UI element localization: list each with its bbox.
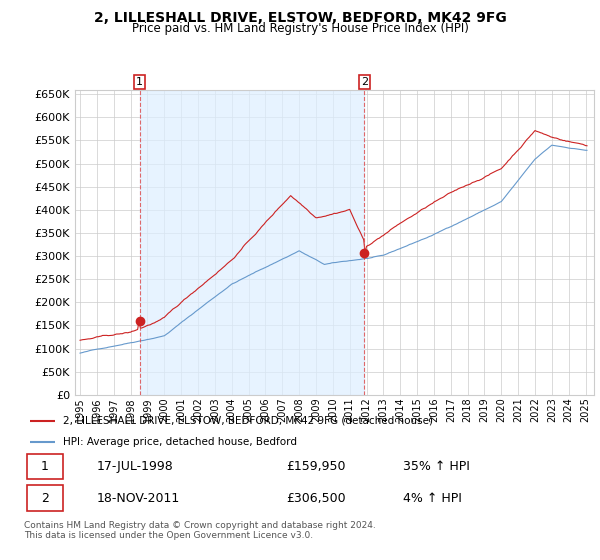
Text: 1: 1 [136, 77, 143, 87]
FancyBboxPatch shape [27, 454, 63, 479]
Text: 2: 2 [41, 492, 49, 505]
Text: 4% ↑ HPI: 4% ↑ HPI [403, 492, 463, 505]
Text: 35% ↑ HPI: 35% ↑ HPI [403, 460, 470, 473]
FancyBboxPatch shape [27, 486, 63, 511]
Text: £159,950: £159,950 [286, 460, 346, 473]
Text: 1: 1 [41, 460, 49, 473]
Text: £306,500: £306,500 [286, 492, 346, 505]
Text: 2: 2 [361, 77, 368, 87]
Text: 18-NOV-2011: 18-NOV-2011 [97, 492, 180, 505]
Text: Price paid vs. HM Land Registry's House Price Index (HPI): Price paid vs. HM Land Registry's House … [131, 22, 469, 35]
Text: HPI: Average price, detached house, Bedford: HPI: Average price, detached house, Bedf… [63, 437, 297, 446]
Text: 17-JUL-1998: 17-JUL-1998 [97, 460, 173, 473]
Text: 2, LILLESHALL DRIVE, ELSTOW, BEDFORD, MK42 9FG: 2, LILLESHALL DRIVE, ELSTOW, BEDFORD, MK… [94, 11, 506, 25]
Text: Contains HM Land Registry data © Crown copyright and database right 2024.
This d: Contains HM Land Registry data © Crown c… [24, 521, 376, 540]
Text: 2, LILLESHALL DRIVE, ELSTOW, BEDFORD, MK42 9FG (detached house): 2, LILLESHALL DRIVE, ELSTOW, BEDFORD, MK… [63, 416, 433, 426]
